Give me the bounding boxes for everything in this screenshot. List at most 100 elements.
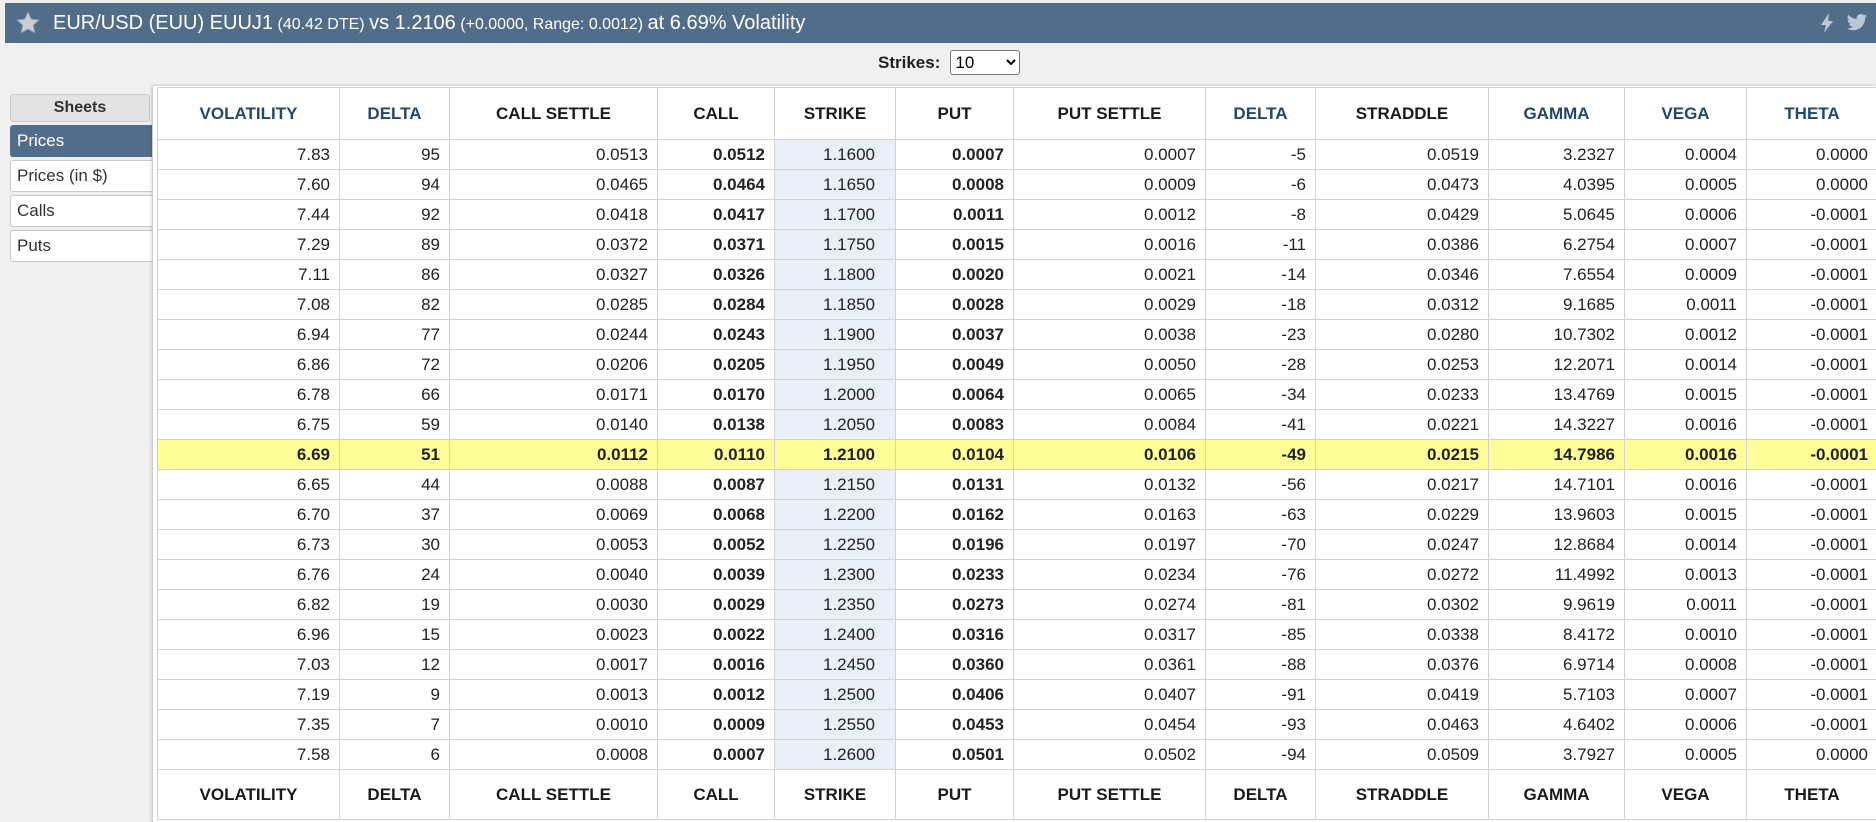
cell-gamma: 14.3227 [1488,409,1625,440]
cell-call: 0.0110 [657,439,775,470]
column-header-call-settle[interactable]: CALL SETTLE [449,87,658,140]
cell-strike: 1.2300 [774,559,896,590]
twitter-icon[interactable] [1846,11,1868,35]
cell-call: 0.0371 [657,229,775,260]
cell-put-settle: 0.0012 [1013,199,1206,230]
cell-volatility: 6.70 [157,499,340,530]
cell-put-delta: -41 [1205,409,1316,440]
cell-call-settle: 0.0513 [449,139,658,170]
cell-call-settle: 0.0023 [449,619,658,650]
cell-strike: 1.1750 [774,229,896,260]
cell-vega: 0.0011 [1624,589,1747,620]
sheets-sidebar: Sheets Prices Prices (in $) Calls Puts [10,94,152,265]
cell-call: 0.0464 [657,169,775,200]
cell-call-settle: 0.0008 [449,739,658,770]
cell-call-delta: 59 [339,409,450,440]
star-icon[interactable] [15,9,43,37]
cell-vega: 0.0005 [1624,739,1747,770]
cell-vega: 0.0006 [1624,199,1747,230]
column-header-theta[interactable]: THETA [1746,87,1876,140]
column-header-call[interactable]: CALL [657,87,775,140]
cell-put: 0.0131 [895,469,1014,500]
cell-call-delta: 95 [339,139,450,170]
cell-vega: 0.0014 [1624,529,1747,560]
sheet-tab-puts[interactable]: Puts [10,230,152,262]
cell-strike: 1.2600 [774,739,896,770]
sheet-tab-calls[interactable]: Calls [10,195,152,227]
cell-call-settle: 0.0069 [449,499,658,530]
cell-volatility: 6.78 [157,379,340,410]
table-row: 6.78 66 0.0171 0.0170 1.2000 0.0064 0.0065 -34 0… [157,379,1876,410]
cell-volatility: 6.94 [157,319,340,350]
cell-theta: -0.0001 [1746,529,1876,560]
cell-call: 0.0012 [657,679,775,710]
lightning-icon[interactable] [1816,11,1838,35]
cell-call-delta: 19 [339,589,450,620]
column-header-volatility[interactable]: VOLATILITY [157,87,340,140]
cell-put-settle: 0.0361 [1013,649,1206,680]
cell-volatility: 6.82 [157,589,340,620]
cell-put-delta: -14 [1205,259,1316,290]
cell-call-delta: 92 [339,199,450,230]
column-footer-volatility: VOLATILITY [157,769,340,820]
options-table: VOLATILITY DELTA CALL SETTLE CALL STRIKE PUT P… [157,87,1876,820]
cell-put: 0.0162 [895,499,1014,530]
column-header-put-delta[interactable]: DELTA [1205,87,1316,140]
header-actions [1816,11,1868,35]
cell-straddle: 0.0280 [1315,319,1489,350]
cell-gamma: 5.0645 [1488,199,1625,230]
cell-call-delta: 7 [339,709,450,740]
table-row: 6.69 51 0.0112 0.0110 1.2100 0.0104 0.0106 -49 0… [157,439,1876,470]
cell-call-delta: 15 [339,619,450,650]
cell-call: 0.0087 [657,469,775,500]
cell-gamma: 13.4769 [1488,379,1625,410]
table-row: 7.08 82 0.0285 0.0284 1.1850 0.0028 0.0029 -18 0… [157,289,1876,320]
column-footer-strike: STRIKE [774,769,896,820]
cell-put-settle: 0.0106 [1013,439,1206,470]
cell-straddle: 0.0346 [1315,259,1489,290]
column-footer-vega: VEGA [1624,769,1747,820]
cell-volatility: 7.08 [157,289,340,320]
column-header-call-delta[interactable]: DELTA [339,87,450,140]
cell-put-settle: 0.0163 [1013,499,1206,530]
cell-call-delta: 12 [339,649,450,680]
cell-volatility: 7.35 [157,709,340,740]
cell-vega: 0.0013 [1624,559,1747,590]
strikes-select[interactable]: 10 [950,50,1021,75]
cell-gamma: 4.6402 [1488,709,1625,740]
cell-gamma: 14.7986 [1488,439,1625,470]
cell-gamma: 12.2071 [1488,349,1625,380]
cell-strike: 1.2450 [774,649,896,680]
column-footer-put: PUT [895,769,1014,820]
cell-strike: 1.1900 [774,319,896,350]
column-header-put[interactable]: PUT [895,87,1014,140]
column-header-vega[interactable]: VEGA [1624,87,1747,140]
column-header-gamma[interactable]: GAMMA [1488,87,1625,140]
cell-call: 0.0009 [657,709,775,740]
column-header-straddle[interactable]: STRADDLE [1315,87,1489,140]
sheet-tab-prices[interactable]: Prices [10,125,152,157]
cell-vega: 0.0010 [1624,619,1747,650]
column-header-put-settle[interactable]: PUT SETTLE [1013,87,1206,140]
cell-theta: -0.0001 [1746,589,1876,620]
cell-strike: 1.2200 [774,499,896,530]
cell-call-settle: 0.0040 [449,559,658,590]
cell-gamma: 10.7302 [1488,319,1625,350]
cell-theta: 0.0000 [1746,739,1876,770]
cell-strike: 1.2550 [774,709,896,740]
cell-put-settle: 0.0016 [1013,229,1206,260]
cell-put: 0.0049 [895,349,1014,380]
cell-put-delta: -8 [1205,199,1316,230]
cell-strike: 1.2150 [774,469,896,500]
cell-put: 0.0233 [895,559,1014,590]
cell-call-delta: 37 [339,499,450,530]
column-header-strike[interactable]: STRIKE [774,87,896,140]
cell-call-delta: 72 [339,349,450,380]
cell-gamma: 11.4992 [1488,559,1625,590]
strikes-label: Strikes: [878,52,941,72]
cell-straddle: 0.0509 [1315,739,1489,770]
sheet-tab-prices-in-dollars[interactable]: Prices (in $) [10,160,152,192]
cell-put: 0.0064 [895,379,1014,410]
cell-call: 0.0170 [657,379,775,410]
cell-volatility: 7.11 [157,259,340,290]
